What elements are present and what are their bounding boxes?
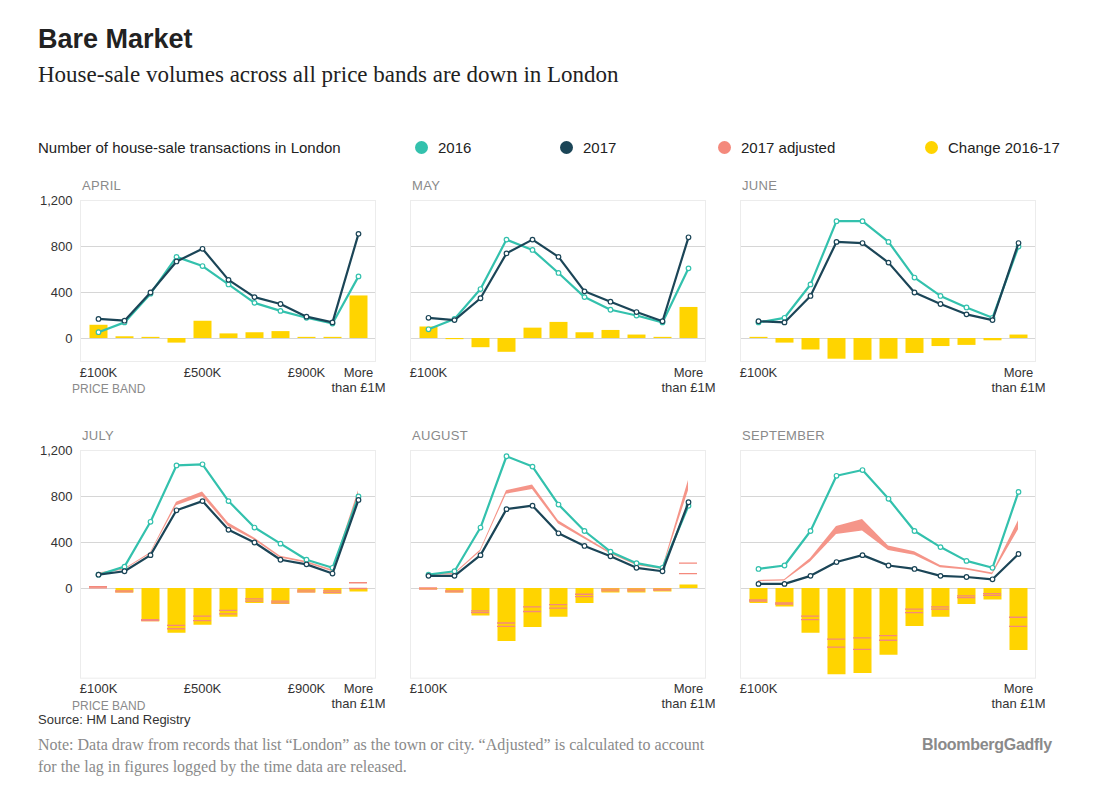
html-text:JULY: JULY — [82, 428, 114, 443]
svg-text:Morethan £1M: Morethan £1M — [661, 365, 715, 395]
svg-text:£100K: £100K — [740, 681, 778, 696]
svg-text:1,200: 1,200 — [40, 443, 73, 458]
svg-text:800: 800 — [51, 239, 73, 254]
svg-text:400: 400 — [51, 285, 73, 300]
html-text:APRIL: APRIL — [82, 178, 122, 193]
html-text:SEPTEMBER: SEPTEMBER — [742, 428, 825, 443]
svg-text:£100K: £100K — [410, 365, 448, 380]
svg-text:Morethan £1M: Morethan £1M — [661, 681, 715, 711]
svg-text:Morethan £1M: Morethan £1M — [991, 681, 1045, 711]
svg-text:Morethan £1M: Morethan £1M — [331, 681, 385, 711]
svg-text:1,200: 1,200 — [40, 193, 73, 208]
svg-text:0: 0 — [65, 331, 72, 346]
html-text:Source: HM Land Registry: Source: HM Land Registry — [38, 712, 191, 727]
html-text:Bare Market: Bare Market — [38, 24, 193, 54]
html-text:PRICE BAND: PRICE BAND — [72, 382, 146, 396]
html-text:2017: 2017 — [583, 139, 617, 156]
svg-text:£900K: £900K — [288, 365, 326, 380]
svg-text:Morethan £1M: Morethan £1M — [991, 365, 1045, 395]
html-text:2016: 2016 — [438, 139, 472, 156]
svg-text:£100K: £100K — [410, 681, 448, 696]
svg-text:£500K: £500K — [184, 365, 222, 380]
html-text:2017 adjusted: 2017 adjusted — [741, 139, 836, 156]
svg-text:£100K: £100K — [80, 365, 118, 380]
svg-text:0: 0 — [65, 581, 72, 596]
html-text:House-sale volumes across all: House-sale volumes across all price band… — [38, 62, 619, 87]
html-text:Number of house-sale transacti: Number of house-sale transactions in Lon… — [38, 139, 341, 156]
html-text:Note: Data draw from records t: Note: Data draw from records that list “… — [38, 736, 705, 775]
svg-text:£100K: £100K — [740, 365, 778, 380]
svg-text:400: 400 — [51, 535, 73, 550]
svg-text:£100K: £100K — [80, 681, 118, 696]
svg-text:800: 800 — [51, 489, 73, 504]
svg-text:£500K: £500K — [184, 681, 222, 696]
html-text:AUGUST: AUGUST — [412, 428, 468, 443]
html-text:Change 2016-17: Change 2016-17 — [948, 139, 1060, 156]
html-text:JUNE: JUNE — [742, 178, 778, 193]
html-text:BloombergGadfly: BloombergGadfly — [922, 736, 1052, 753]
html-text:PRICE BAND: PRICE BAND — [72, 698, 146, 713]
html-text:MAY: MAY — [412, 178, 441, 193]
svg-text:Morethan £1M: Morethan £1M — [331, 365, 385, 395]
svg-text:£900K: £900K — [288, 681, 326, 696]
